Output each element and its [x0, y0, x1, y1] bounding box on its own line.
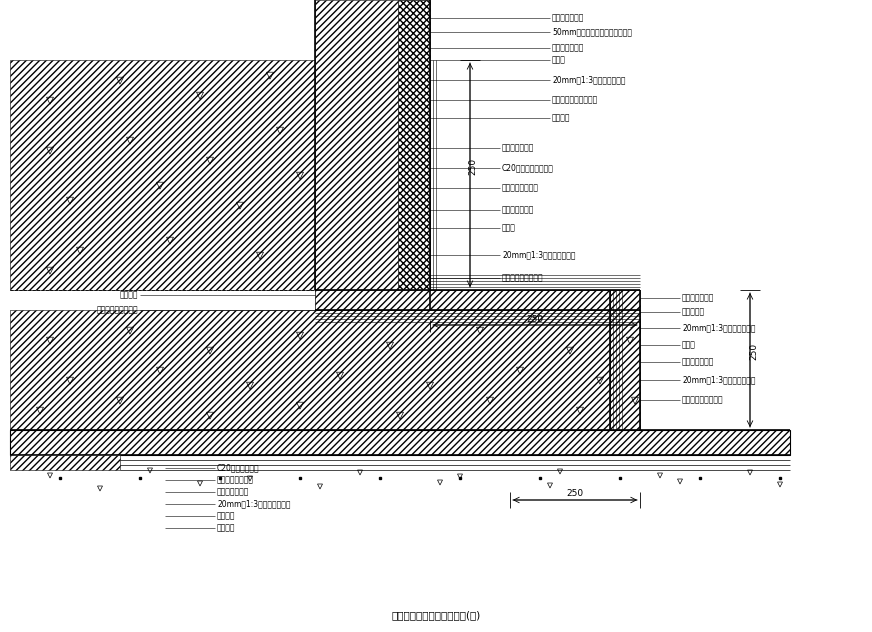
Text: 250: 250 [750, 343, 759, 360]
Polygon shape [315, 290, 610, 310]
Text: 钢筋上台层养实: 钢筋上台层养实 [502, 143, 535, 152]
Text: 一层土工布隔离层: 一层土工布隔离层 [502, 183, 539, 193]
Polygon shape [610, 290, 640, 430]
Text: 底板、剪墙防水节点大样图(一): 底板、剪墙防水节点大样图(一) [392, 610, 480, 620]
Text: 50mm厚聚苯乙烯泡沫板软保护层: 50mm厚聚苯乙烯泡沫板软保护层 [552, 28, 632, 37]
Polygon shape [10, 430, 790, 455]
Text: 一层土工砌隔离层: 一层土工砌隔离层 [217, 475, 254, 485]
Text: 钢筋位自防水层叠叠: 钢筋位自防水层叠叠 [502, 274, 543, 283]
Text: C20细石砌保护层: C20细石砌保护层 [217, 463, 260, 473]
Text: 防水涂料: 防水涂料 [119, 291, 138, 300]
Text: 素砼垫层: 素砼垫层 [217, 511, 235, 521]
Text: 钢筋位自防水层叠叠: 钢筋位自防水层叠叠 [97, 305, 138, 315]
Polygon shape [315, 0, 398, 310]
Polygon shape [10, 455, 120, 470]
Text: 防水卷材防水层: 防水卷材防水层 [502, 205, 535, 214]
Text: C20细石混凝土保护层: C20细石混凝土保护层 [502, 164, 554, 173]
Text: 结构自防水砼保护钢桶: 结构自防水砼保护钢桶 [552, 95, 598, 104]
Text: 250: 250 [527, 315, 543, 324]
Text: 防水卷材防水层: 防水卷材防水层 [682, 358, 714, 367]
Text: 20mm厚1:3水泥砂浆找平层: 20mm厚1:3水泥砂浆找平层 [552, 75, 625, 85]
Text: 防水涂料: 防水涂料 [552, 114, 570, 123]
Text: 素土夯实: 素土夯实 [217, 523, 235, 533]
Text: 钢筋位自防水层叠叠: 钢筋位自防水层叠叠 [682, 396, 724, 404]
Text: 250: 250 [468, 158, 478, 175]
Polygon shape [398, 0, 430, 310]
Text: 250: 250 [567, 490, 583, 499]
Polygon shape [10, 60, 315, 290]
Text: 附加层: 附加层 [682, 341, 696, 349]
Polygon shape [10, 310, 640, 430]
Text: 20mm厚1:3水泥砂浆找平层: 20mm厚1:3水泥砂浆找平层 [502, 250, 576, 260]
Text: 钢筋上台层养实: 钢筋上台层养实 [682, 293, 714, 303]
Text: 附加层: 附加层 [502, 224, 516, 233]
Text: 附加层: 附加层 [552, 56, 566, 64]
Text: 20mm厚1:3水泥砂浆找平层: 20mm厚1:3水泥砂浆找平层 [217, 499, 290, 509]
Text: 防水卷材防水层: 防水卷材防水层 [217, 487, 249, 497]
Text: 20mm厚1:3水泥砂浆找平层: 20mm厚1:3水泥砂浆找平层 [682, 324, 755, 332]
Text: 20mm厚1:3水泥砂浆保护层: 20mm厚1:3水泥砂浆保护层 [682, 375, 755, 384]
Text: 永久性插缝: 永久性插缝 [682, 308, 705, 317]
Text: 钢筋上台层养实: 钢筋上台层养实 [552, 13, 584, 23]
Text: 防水卷材防水层: 防水卷材防水层 [552, 44, 584, 52]
